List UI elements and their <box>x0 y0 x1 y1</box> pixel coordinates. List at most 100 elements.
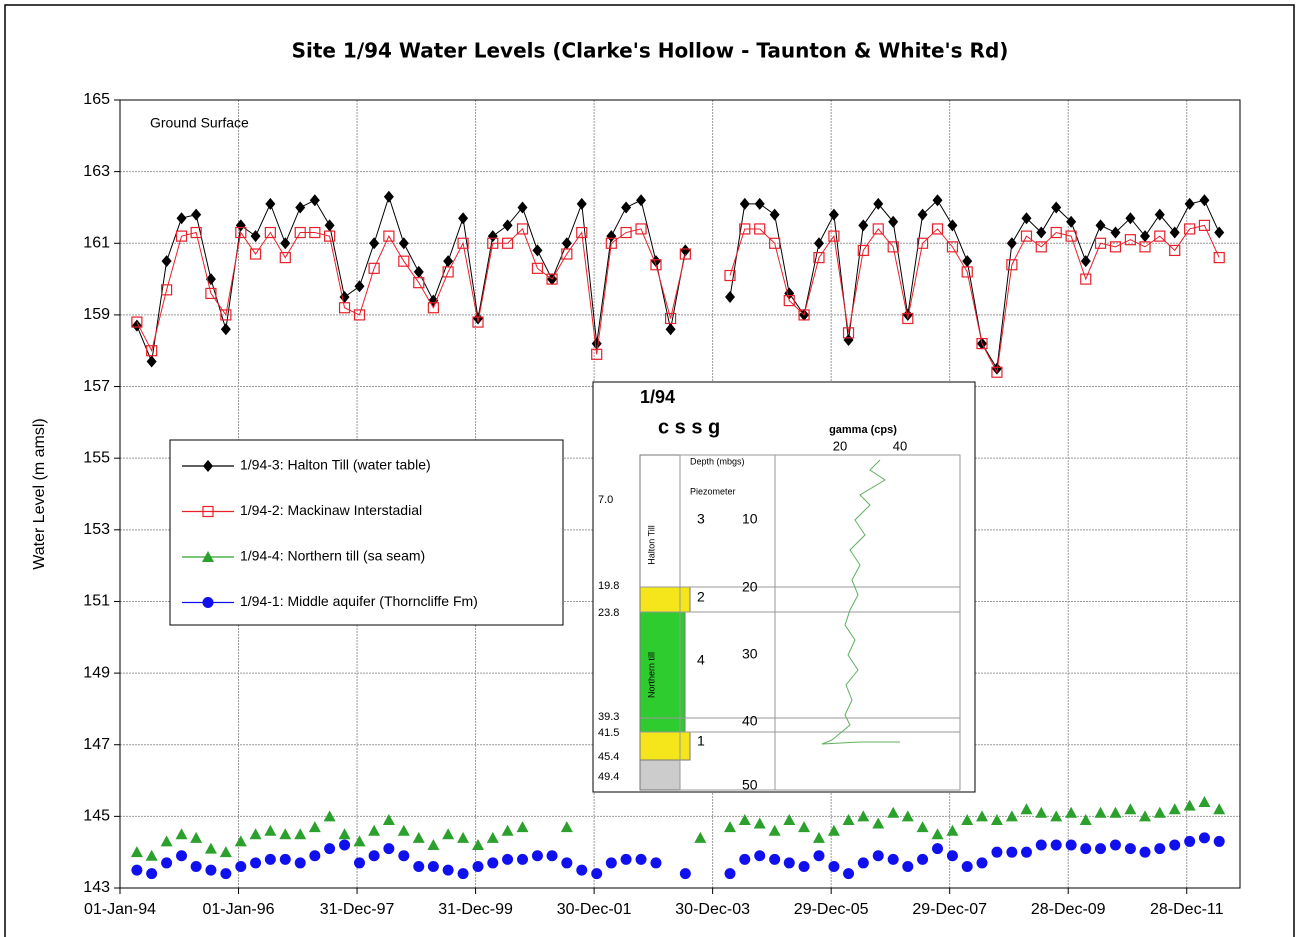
x-tick-label: 30-Dec-01 <box>557 901 632 918</box>
marker <box>458 212 469 225</box>
chart-title: Site 1/94 Water Levels (Clarke's Hollow … <box>292 39 1009 63</box>
marker <box>1125 212 1136 225</box>
marker <box>591 868 603 880</box>
sand-layer <box>639 731 691 761</box>
marker <box>1198 219 1211 231</box>
marker <box>872 223 884 235</box>
marker <box>605 237 617 249</box>
marker <box>857 857 869 869</box>
marker <box>739 197 750 210</box>
marker <box>620 226 632 239</box>
y-tick-label: 151 <box>83 593 110 610</box>
marker <box>1035 806 1048 818</box>
inset-columns: c s s g <box>658 416 720 438</box>
annotation: Ground Surface <box>150 115 249 131</box>
depth-tick: 30 <box>742 646 758 662</box>
marker <box>1184 197 1195 210</box>
marker <box>769 237 781 249</box>
marker <box>576 197 587 210</box>
marker <box>931 223 944 235</box>
marker <box>295 201 306 214</box>
marker <box>1124 803 1137 815</box>
frame <box>4 4 1295 937</box>
marker <box>576 226 588 239</box>
unit-depth: 19.8 <box>598 580 619 592</box>
marker <box>383 190 394 203</box>
marker <box>442 828 455 840</box>
marker <box>131 864 143 876</box>
marker <box>145 849 158 861</box>
marker <box>412 831 425 843</box>
marker <box>680 244 691 257</box>
marker <box>1213 835 1225 847</box>
depth-label: Depth (mbgs) <box>690 456 745 466</box>
marker <box>146 868 158 880</box>
marker <box>1094 806 1107 818</box>
marker <box>294 857 306 869</box>
marker <box>872 850 884 862</box>
marker <box>146 355 157 368</box>
marker <box>220 323 231 336</box>
marker <box>769 208 780 221</box>
marker <box>382 813 395 825</box>
marker <box>932 843 944 855</box>
unit-depth: 49.4 <box>598 771 619 783</box>
series-line <box>136 195 1220 371</box>
marker <box>546 850 558 862</box>
y-tick-label: 161 <box>83 234 110 251</box>
marker <box>1080 273 1092 285</box>
marker <box>739 223 751 235</box>
gamma-tick: 20 <box>833 438 847 453</box>
marker <box>783 857 795 869</box>
marker <box>976 337 988 350</box>
marker <box>902 861 914 873</box>
marker <box>1080 843 1092 855</box>
unit-name: Northern till <box>646 652 656 698</box>
marker <box>398 237 409 250</box>
marker <box>724 868 736 880</box>
marker <box>413 861 425 873</box>
marker <box>621 201 632 214</box>
marker <box>784 287 795 300</box>
marker <box>413 265 424 278</box>
marker <box>473 312 484 325</box>
marker <box>738 813 751 825</box>
series-line <box>136 224 1220 374</box>
marker <box>1124 234 1137 246</box>
marker <box>665 323 676 336</box>
marker <box>368 824 381 836</box>
y-tick-label: 165 <box>83 91 110 108</box>
marker <box>443 255 454 268</box>
marker <box>976 810 989 822</box>
marker <box>1095 219 1106 232</box>
marker <box>249 248 262 260</box>
marker <box>1183 799 1196 811</box>
marker <box>249 828 262 840</box>
marker <box>576 864 588 876</box>
marker <box>532 244 543 257</box>
marker <box>873 197 884 210</box>
marker <box>932 194 943 207</box>
marker <box>724 269 736 282</box>
marker <box>203 460 213 472</box>
marker <box>1006 237 1017 250</box>
marker <box>754 850 766 862</box>
marker <box>961 266 973 278</box>
marker <box>309 850 321 862</box>
marker <box>1124 843 1136 855</box>
marker <box>175 828 188 840</box>
marker <box>1050 839 1062 851</box>
plot-border <box>119 99 1241 889</box>
marker <box>1214 226 1225 239</box>
marker <box>1139 846 1151 858</box>
marker <box>1005 810 1018 822</box>
marker <box>501 824 514 836</box>
marker <box>354 280 365 293</box>
marker <box>1199 194 1210 207</box>
marker <box>768 824 781 836</box>
marker <box>1154 230 1166 242</box>
marker <box>531 850 543 862</box>
marker <box>294 828 307 840</box>
marker <box>991 366 1003 378</box>
marker <box>976 857 988 869</box>
